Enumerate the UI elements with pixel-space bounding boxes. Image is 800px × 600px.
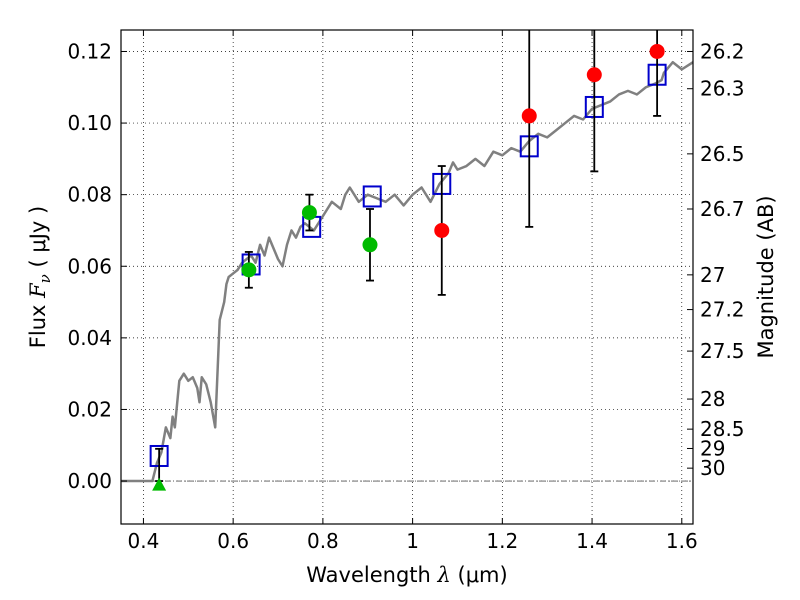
y-tick-label: 0.10 [67,111,112,135]
upper-limit-triangle [152,477,167,491]
right-tick-label: 26.5 [700,142,745,166]
model-spectrum-line [121,60,693,483]
right-axis-label: Magnitude (AB) [754,195,778,358]
y-axis-label: Flux Fν ( μJy ) [26,206,54,348]
y-tick-label: 0.08 [67,183,112,207]
ticks: 0.4 0.6 0.8 1 1.2 1.4 1.6 0.00 0.02 0.04 0.06 0.08 0… [67,30,745,553]
low-significance-point [586,67,602,83]
detection-point [301,205,317,221]
low-significance-point [434,222,450,238]
detection-point [362,237,378,253]
x-tick-label: 0.8 [307,529,339,553]
right-tick-label: 26.3 [700,77,745,101]
x-tick-label: 1.4 [576,529,608,553]
right-tick-label: 28.5 [700,417,745,441]
x-tick-label: 0.6 [217,529,249,553]
right-tick-label: 26.7 [700,197,745,221]
y-tick-label: 0.04 [67,326,112,350]
model-photometry-square [362,185,382,208]
y-tick-label: 0.06 [67,254,112,278]
low-significance-point [521,108,537,124]
detection-point [241,262,257,278]
x-tick-label: 1 [406,529,419,553]
plot-area [121,30,693,491]
y-tick-label: 0.12 [67,39,112,63]
low-significance-point [649,43,665,59]
right-tick-label: 27.2 [700,298,745,322]
right-tick-label: 28 [700,387,725,411]
right-tick-label: 30 [700,456,725,480]
x-tick-label: 0.4 [128,529,160,553]
plot-frame [120,29,694,525]
right-tick-label: 27 [700,263,725,287]
right-tick-label: 26.2 [700,39,745,63]
x-axis-label: Wavelength λ (μm) [306,563,507,587]
y-tick-label: 0.00 [67,469,112,493]
right-tick-label: 27.5 [700,339,745,363]
x-tick-label: 1.2 [486,529,518,553]
y-tick-label: 0.02 [67,397,112,421]
right-tick-label: 29 [700,436,725,460]
grid [121,30,693,524]
x-tick-label: 1.6 [666,529,698,553]
